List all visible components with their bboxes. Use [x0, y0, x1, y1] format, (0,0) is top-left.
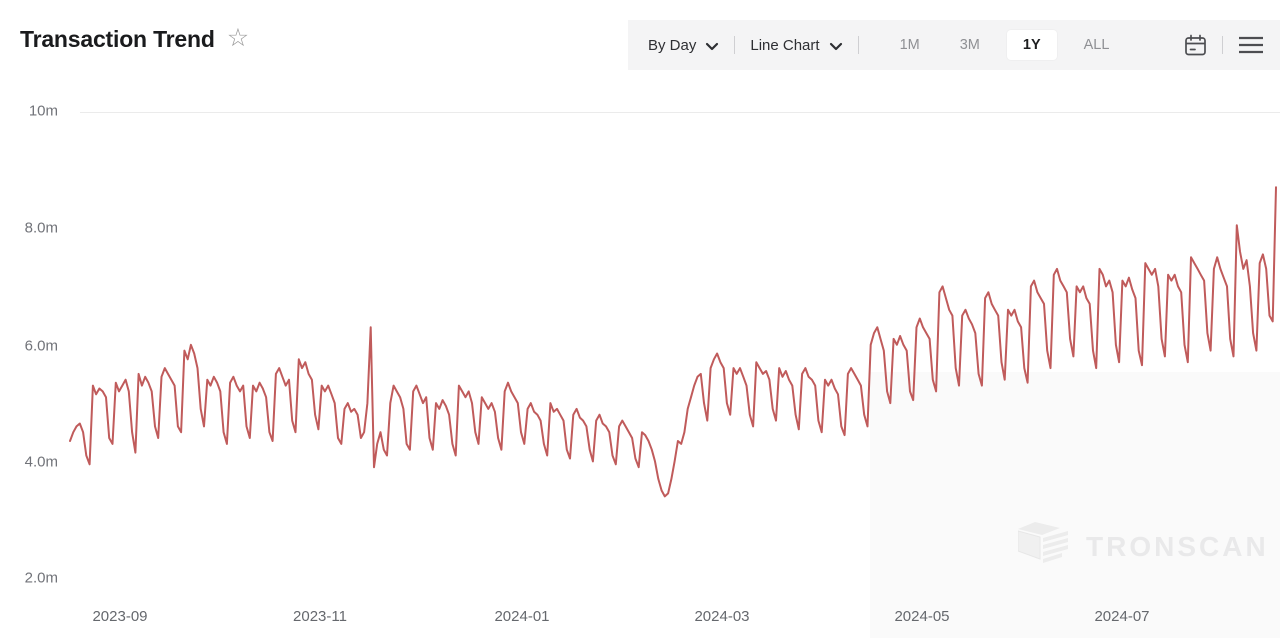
toolbar-divider: [734, 36, 736, 54]
x-tick-2024-07: 2024-07: [1094, 608, 1150, 625]
y-tick-6m: 6.0m: [24, 337, 58, 355]
y-tick-4m: 4.0m: [24, 453, 58, 471]
toolbar-divider: [857, 36, 859, 54]
range-button-1y[interactable]: 1Y: [1006, 30, 1057, 60]
chart-type-dropdown[interactable]: Line Chart: [750, 37, 842, 54]
panel-header: Transaction Trend ☆: [20, 24, 250, 52]
page-title: Transaction Trend: [20, 26, 215, 52]
x-tick-2024-05: 2024-05: [894, 608, 950, 625]
range-button-3m[interactable]: 3M: [959, 37, 980, 53]
gridline-10m: [80, 112, 1280, 113]
toolbar-divider: [1222, 36, 1223, 54]
y-tick-10m: 10m: [28, 102, 58, 120]
chevron-down-icon: [829, 40, 843, 51]
tronscan-watermark: TRONSCAN: [1017, 521, 1269, 572]
chart-background-band: [870, 372, 1280, 638]
group-by-label: By Day: [648, 36, 697, 54]
y-tick-2m: 2.0m: [24, 569, 58, 587]
calendar-icon[interactable]: [1184, 34, 1207, 57]
x-tick-2023-09: 2023-09: [92, 608, 148, 625]
chart-type-label: Line Chart: [750, 36, 820, 54]
group-by-dropdown[interactable]: By Day: [648, 37, 719, 54]
range-button-all[interactable]: ALL: [1083, 37, 1110, 53]
favorite-star-icon[interactable]: ☆: [226, 24, 250, 52]
x-tick-2023-11: 2023-11: [293, 608, 347, 625]
y-tick-8m: 8.0m: [24, 219, 58, 237]
x-tick-2024-01: 2024-01: [494, 608, 550, 625]
watermark-text: TRONSCAN: [1086, 530, 1269, 562]
range-button-1m[interactable]: 1M: [899, 37, 920, 53]
tronscan-logo-icon: [1017, 521, 1074, 572]
chart-toolbar: By Day Line Chart 1M 3M 1Y ALL: [628, 20, 1280, 70]
chevron-down-icon: [705, 40, 719, 51]
range-selector: 1M 3M 1Y ALL: [880, 30, 1130, 60]
x-tick-2024-03: 2024-03: [694, 608, 750, 625]
menu-icon[interactable]: [1238, 35, 1264, 55]
